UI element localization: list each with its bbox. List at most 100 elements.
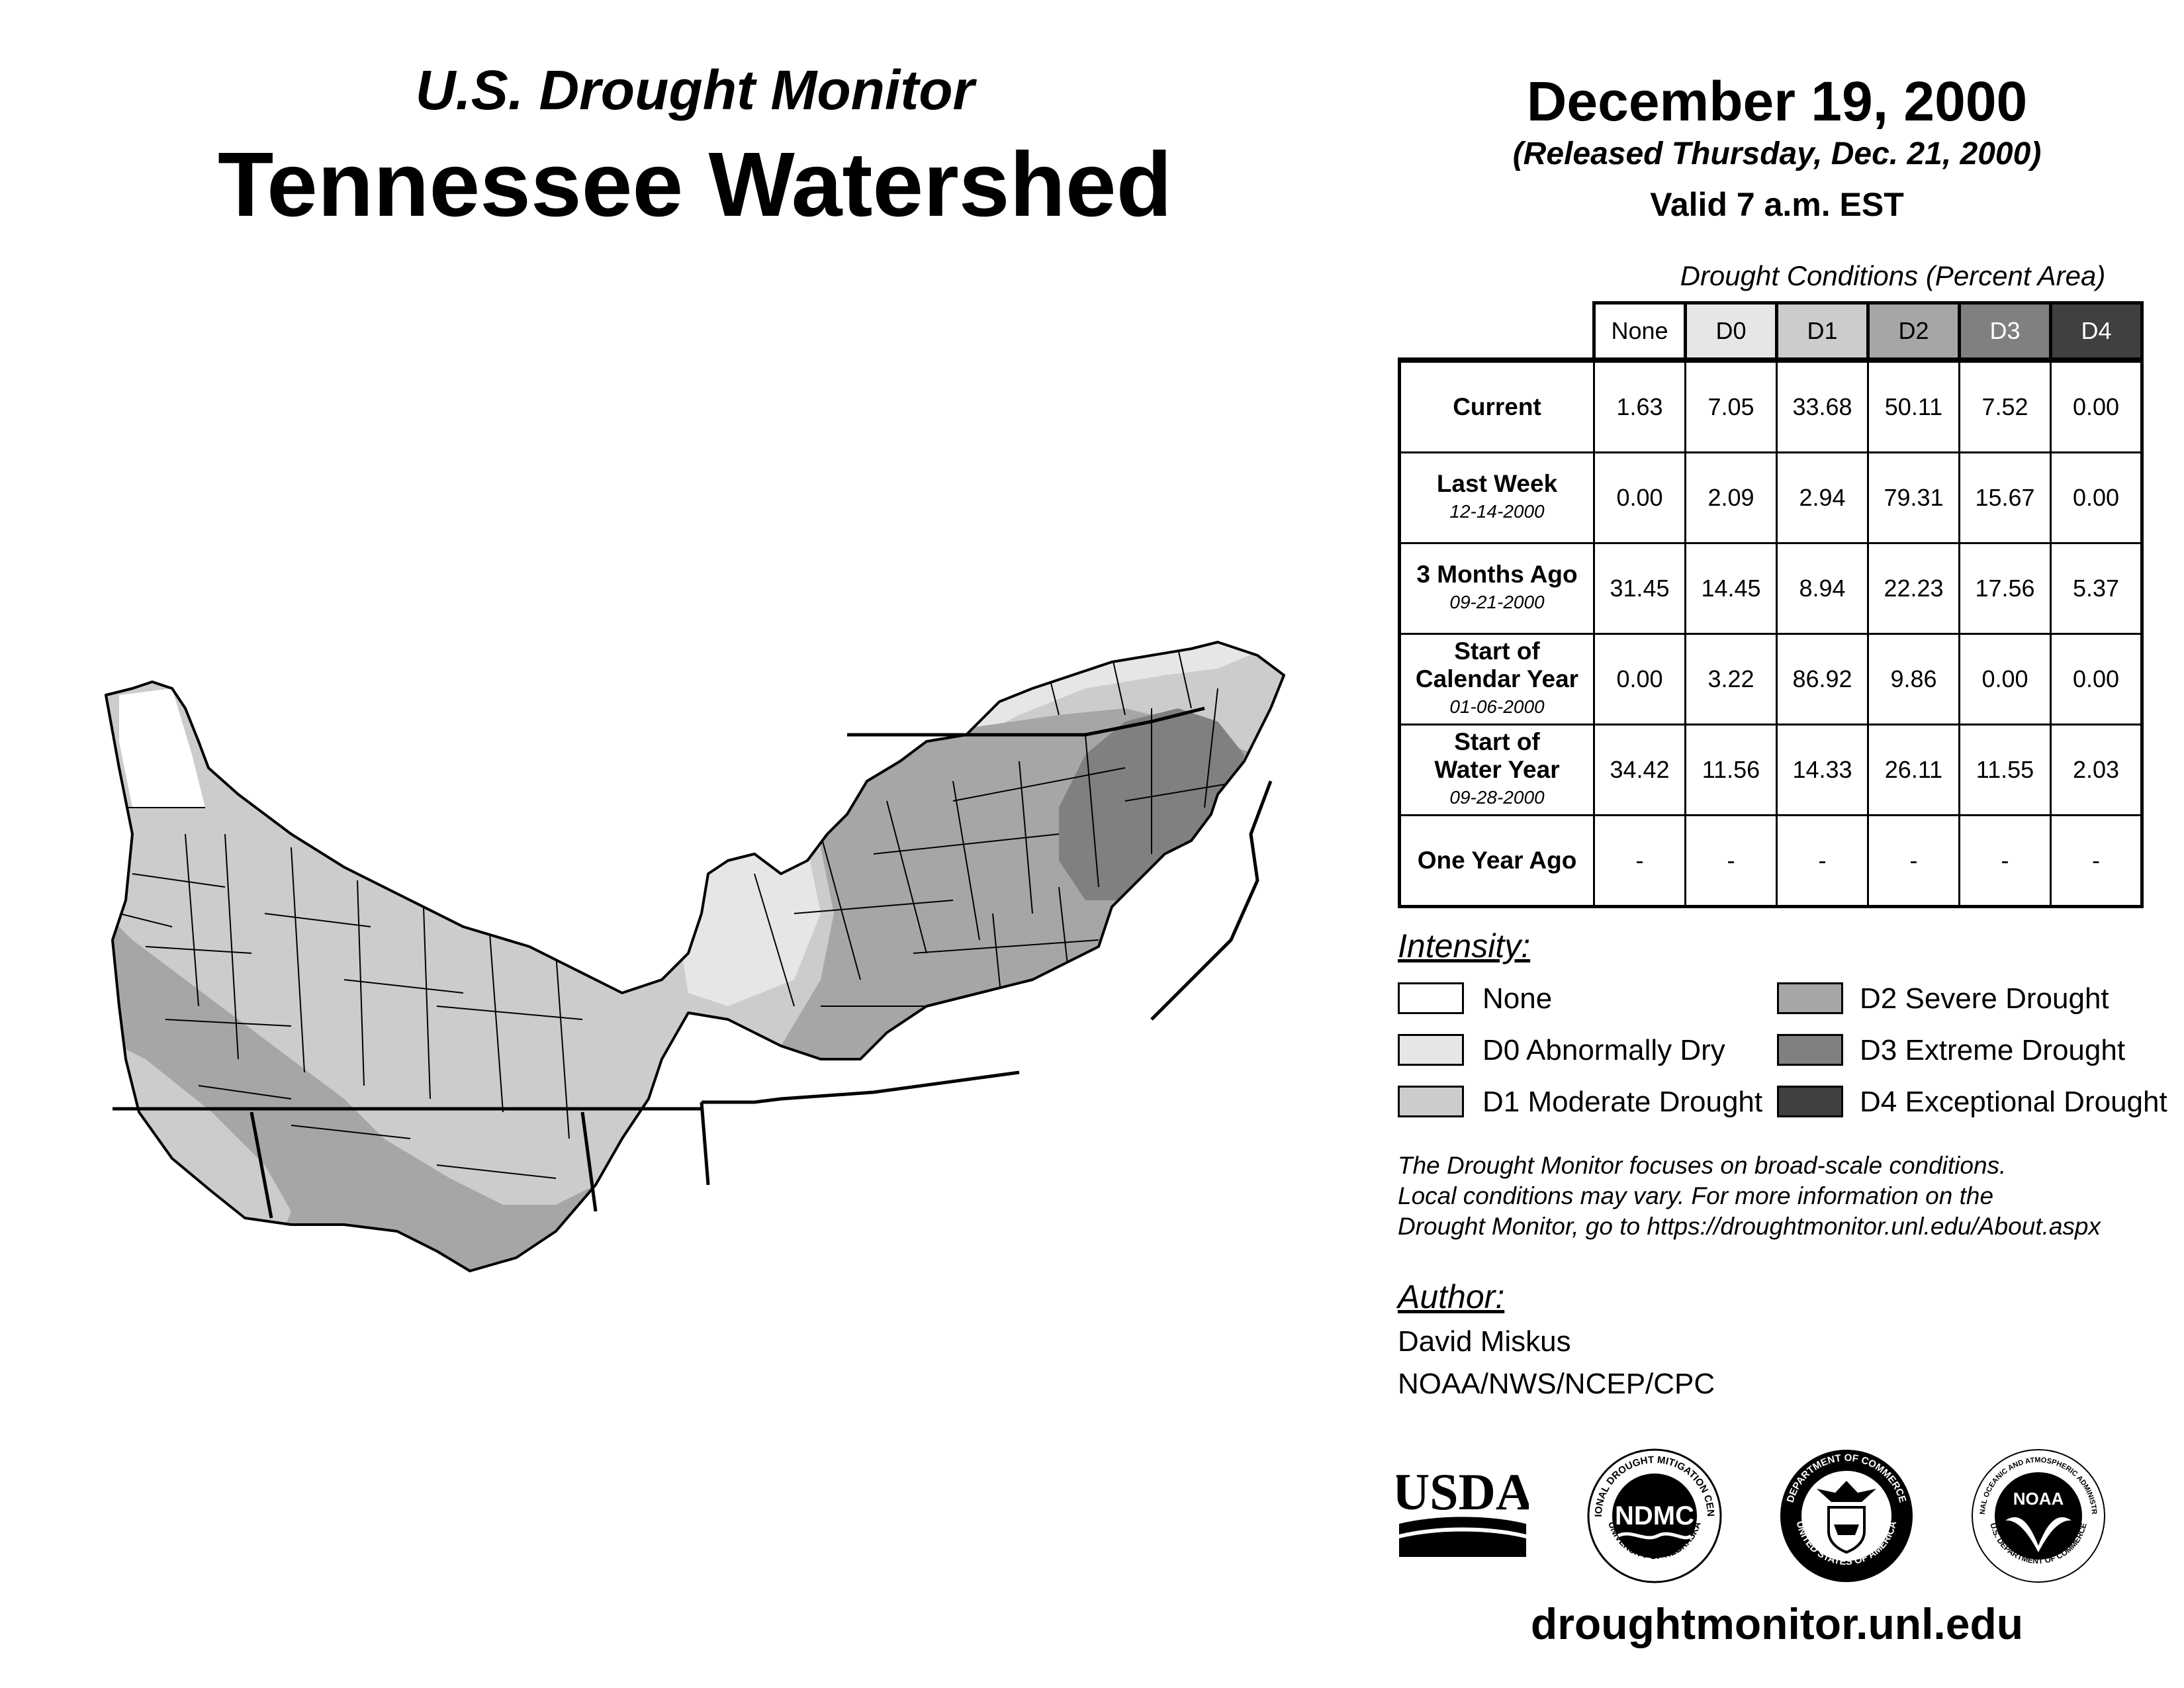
watershed-map bbox=[105, 641, 1285, 1272]
state-boundaries bbox=[113, 706, 1273, 1219]
dept-of-commerce-seal: DEPARTMENT OF COMMERCE UNITED STATES OF … bbox=[1780, 1450, 1913, 1582]
table-corner bbox=[1399, 303, 1594, 362]
cell-d1: 2.94 bbox=[1776, 451, 1869, 544]
disclaimer-note: The Drought Monitor focuses on broad-sca… bbox=[1398, 1152, 2101, 1240]
row-label: 3 Months Ago 09-21-2000 bbox=[1398, 542, 1595, 635]
row-date: 12-14-2000 bbox=[1449, 501, 1545, 522]
table-row-start-water-year: Start of Water Year 09-28-2000 34.42 11.56… bbox=[1398, 724, 2144, 816]
valid-time: Valid 7 a.m. EST bbox=[1650, 186, 1904, 223]
legend-heading: Intensity: bbox=[1398, 927, 1531, 964]
cell-none: 0.00 bbox=[1593, 451, 1686, 544]
cell-d4: 2.03 bbox=[2050, 724, 2144, 816]
cell-d3: 17.56 bbox=[1958, 542, 2052, 635]
cell-d1: 86.92 bbox=[1776, 633, 1869, 726]
row-date: 01-06-2000 bbox=[1449, 696, 1545, 717]
usda-logo: USDA bbox=[1396, 1463, 1529, 1557]
cell-d0: 7.05 bbox=[1684, 357, 1778, 453]
cell-d1: 14.33 bbox=[1776, 724, 1869, 816]
cell-d2: 26.11 bbox=[1867, 724, 1960, 816]
cell-d2: 79.31 bbox=[1867, 451, 1960, 544]
table-row-current: Current 1.63 7.05 33.68 50.11 7.52 0.00 bbox=[1398, 357, 2144, 453]
col-header-d1: D1 bbox=[1775, 301, 1870, 362]
cell-d4: - bbox=[2050, 814, 2144, 908]
legend-swatch-d2 bbox=[1777, 982, 1843, 1014]
svg-text:NOAA: NOAA bbox=[2013, 1489, 2064, 1509]
footer-url: droughtmonitor.unl.edu bbox=[1530, 1599, 2024, 1648]
release-date: (Released Thursday, Dec. 21, 2000) bbox=[1512, 136, 2042, 171]
author-org: NOAA/NWS/NCEP/CPC bbox=[1398, 1368, 1715, 1400]
row-date: 09-21-2000 bbox=[1449, 592, 1545, 612]
table-row-start-calendar-year: Start of Calendar Year 01-06-2000 0.00 3.2… bbox=[1398, 633, 2144, 726]
legend-label-d2: D2 Severe Drought bbox=[1860, 982, 2109, 1015]
cell-d2: 9.86 bbox=[1867, 633, 1960, 726]
noaa-logo: NATIONAL OCEANIC AND ATMOSPHERIC ADMINIS… bbox=[1969, 1446, 2105, 1583]
author-heading: Author: bbox=[1398, 1278, 1505, 1315]
drought-area-fills bbox=[106, 642, 1284, 1271]
drought-stats-table: None D0 D1 D2 D3 D4 Current 1.63 7.05 33… bbox=[1398, 301, 2144, 908]
col-header-d3: D3 bbox=[1958, 301, 2052, 362]
cell-d4: 0.00 bbox=[2050, 357, 2144, 453]
cell-d3: 7.52 bbox=[1958, 357, 2052, 453]
row-date: 09-28-2000 bbox=[1449, 787, 1545, 808]
cell-d2: - bbox=[1867, 814, 1960, 908]
map-subtitle: U.S. Drought Monitor bbox=[415, 59, 975, 121]
cell-d0: 3.22 bbox=[1684, 633, 1778, 726]
cell-d0: 2.09 bbox=[1684, 451, 1778, 544]
legend-swatch-none bbox=[1398, 982, 1464, 1014]
legend-swatch-d3 bbox=[1777, 1034, 1843, 1066]
county-boundaries bbox=[118, 648, 1245, 1179]
table-row-one-year-ago: One Year Ago - - - - - - bbox=[1398, 814, 2144, 908]
col-header-d2: D2 bbox=[1866, 301, 1961, 362]
row-label: Last Week 12-14-2000 bbox=[1398, 451, 1595, 544]
cell-d0: - bbox=[1684, 814, 1778, 908]
cell-d3: 11.55 bbox=[1958, 724, 2052, 816]
legend-label-none: None bbox=[1482, 982, 1553, 1015]
legend-label-d0: D0 Abnormally Dry bbox=[1482, 1034, 1725, 1066]
table-header-row: None D0 D1 D2 D3 D4 bbox=[1399, 301, 2144, 362]
legend-label-d1: D1 Moderate Drought bbox=[1482, 1086, 1763, 1118]
d0-area-central bbox=[675, 847, 821, 1006]
col-header-none: None bbox=[1592, 301, 1687, 362]
watershed-outline bbox=[105, 641, 1285, 1272]
row-label: Start of Calendar Year 01-06-2000 bbox=[1398, 633, 1595, 726]
col-header-d0: D0 bbox=[1684, 301, 1778, 362]
cell-none: 1.63 bbox=[1593, 357, 1686, 453]
cell-d3: 15.67 bbox=[1958, 451, 2052, 544]
cell-none: 31.45 bbox=[1593, 542, 1686, 635]
map-date: December 19, 2000 bbox=[1526, 70, 2028, 132]
cell-d4: 0.00 bbox=[2050, 633, 2144, 726]
table-caption: Drought Conditions (Percent Area) bbox=[1680, 260, 2106, 291]
legend-swatch-d4 bbox=[1777, 1086, 1843, 1117]
cell-d0: 11.56 bbox=[1684, 724, 1778, 816]
cell-d2: 22.23 bbox=[1867, 542, 1960, 635]
table-row-3-months-ago: 3 Months Ago 09-21-2000 31.45 14.45 8.94 … bbox=[1398, 542, 2144, 635]
author-name: David Miskus bbox=[1398, 1325, 1571, 1358]
author-block: David Miskus NOAA/NWS/NCEP/CPC bbox=[1398, 1321, 1715, 1405]
svg-text:USDA: USDA bbox=[1396, 1463, 1529, 1521]
ndmc-logo: NATIONAL DROUGHT MITIGATION CENTER UNIVE… bbox=[1585, 1446, 1722, 1583]
map-title: Tennessee Watershed bbox=[218, 134, 1172, 236]
row-label: Current bbox=[1398, 357, 1595, 453]
legend-label-d4: D4 Exceptional Drought bbox=[1860, 1086, 2167, 1118]
legend-swatch-d1 bbox=[1398, 1086, 1464, 1117]
cell-d3: - bbox=[1958, 814, 2052, 908]
cell-d4: 5.37 bbox=[2050, 542, 2144, 635]
cell-d0: 14.45 bbox=[1684, 542, 1778, 635]
cell-d2: 50.11 bbox=[1867, 357, 1960, 453]
cell-d1: - bbox=[1776, 814, 1869, 908]
cell-none: 34.42 bbox=[1593, 724, 1686, 816]
row-label: One Year Ago bbox=[1398, 814, 1595, 908]
table-row-last-week: Last Week 12-14-2000 0.00 2.09 2.94 79.31… bbox=[1398, 451, 2144, 544]
row-label: Start of Water Year 09-28-2000 bbox=[1398, 724, 1595, 816]
cell-d4: 0.00 bbox=[2050, 451, 2144, 544]
cell-none: - bbox=[1593, 814, 1686, 908]
col-header-d4: D4 bbox=[2049, 301, 2144, 362]
svg-text:NDMC: NDMC bbox=[1615, 1501, 1694, 1530]
cell-d1: 8.94 bbox=[1776, 542, 1869, 635]
cell-none: 0.00 bbox=[1593, 633, 1686, 726]
d1-area-south bbox=[410, 1072, 622, 1198]
legend-swatch-d0 bbox=[1398, 1034, 1464, 1066]
cell-d3: 0.00 bbox=[1958, 633, 2052, 726]
legend-label-d3: D3 Extreme Drought bbox=[1860, 1034, 2126, 1066]
cell-d1: 33.68 bbox=[1776, 357, 1869, 453]
